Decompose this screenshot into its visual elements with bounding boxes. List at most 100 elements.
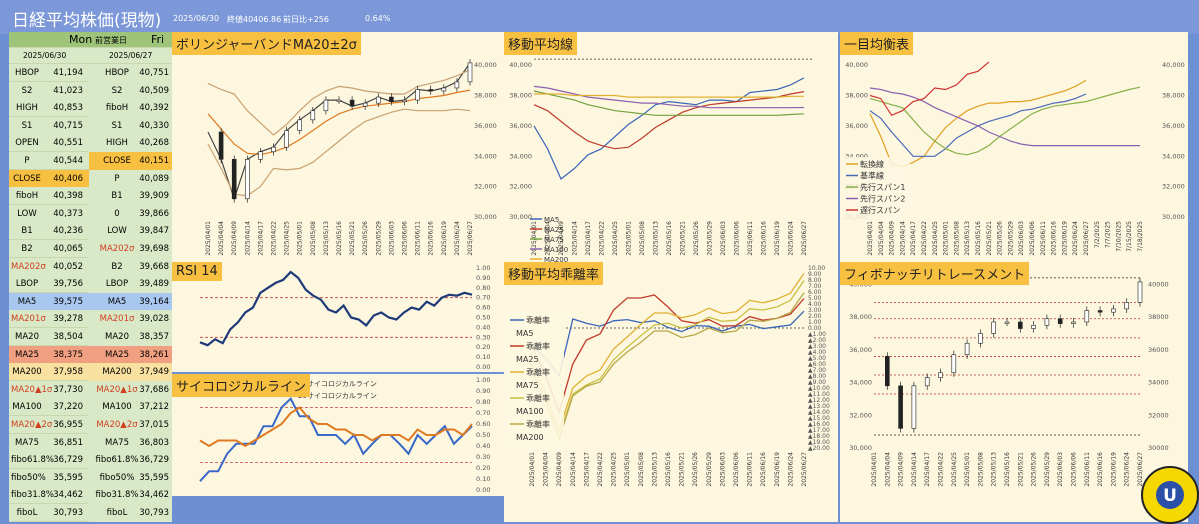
- row-value-a: 41,023: [53, 85, 83, 96]
- candle-body: [428, 89, 434, 92]
- y-tick-label: 0.70: [476, 409, 490, 417]
- row-key-b: MA202σ: [99, 244, 135, 254]
- x-tick-label: 2025/05/08: [639, 221, 646, 256]
- x-tick-label: 2025/05/26: [692, 452, 699, 487]
- x-tick-label: 2025/06/19: [774, 452, 781, 487]
- legend-label: MA100: [516, 407, 544, 416]
- row-value-b: 40,268: [139, 138, 169, 149]
- header-pct: 0.64%: [365, 14, 391, 23]
- y-tick-label: 1.00: [476, 376, 490, 384]
- x-tick-label: 2025/06/03: [1057, 452, 1064, 487]
- row-value-a: 40,052: [53, 261, 83, 272]
- row-key-a: MA202σ: [11, 261, 46, 272]
- x-tick-label: 2025/06/03: [719, 452, 726, 487]
- rsi-title: RSI 14: [172, 262, 222, 281]
- y-tick-label: ▲16.00: [808, 421, 830, 428]
- row-value-a: 40,065: [53, 244, 83, 254]
- row-value-a: 40,398: [53, 191, 83, 202]
- y-tick-label: 38,000: [509, 92, 532, 100]
- row-value-b: 34,462: [139, 490, 169, 501]
- row-value-b: 39,698: [139, 244, 169, 254]
- row-key-b: P: [114, 173, 120, 184]
- row-key-a: fibo61.8%: [11, 455, 54, 466]
- x-tick-label: 2025/05/29: [375, 221, 382, 256]
- row-value-a: 40,853: [53, 103, 83, 114]
- x-tick-label: 2025/04/01: [205, 221, 212, 256]
- y-tick-label: 34,000: [474, 152, 497, 160]
- row-b-bg: [89, 433, 172, 452]
- row-key-b: MA25: [105, 349, 129, 360]
- x-tick-label: 2025/05/21: [679, 452, 686, 487]
- row-key-a: B2: [21, 244, 33, 254]
- table-row: LBOP 39,756 LBOP 39,489: [9, 275, 172, 294]
- x-tick-label: 2025/06/24: [787, 452, 794, 487]
- legend-label: MA75: [516, 381, 539, 390]
- table-header-date: 2025/06/30 2025/06/27: [9, 48, 172, 64]
- row-key-a: MA201σ: [11, 314, 46, 325]
- y-tick-label: ▲20.00: [808, 445, 830, 452]
- candle-body: [1031, 324, 1036, 329]
- y-tick-label-right: 34,000: [1162, 152, 1185, 160]
- y-tick-label: 0.50: [476, 431, 490, 439]
- candle-body: [1057, 318, 1063, 324]
- row-value-b: 39,909: [139, 191, 169, 202]
- row-key-b: MA20: [105, 332, 129, 342]
- row-key-a: MA20▲1σ: [11, 384, 53, 395]
- row-b-bg: [89, 451, 172, 470]
- panel-kairi: 移動平均乖離率 10.00 9.00 8.00 7.00 6.00 5.00 4.00 3.0…: [504, 262, 838, 522]
- x-tick-label: 2025/04/14: [572, 221, 579, 256]
- x-tick-label: 2025/05/16: [665, 452, 672, 487]
- row-b-bg: [89, 240, 172, 258]
- row-key-a: MA200: [12, 367, 42, 378]
- x-tick-label: 2025/06/11: [747, 221, 754, 256]
- row-value-a: 36,729: [53, 455, 83, 466]
- row-value-a: 41,194: [53, 68, 83, 78]
- page-title: 日経平均株価(現物): [12, 11, 162, 31]
- candle-body: [924, 377, 930, 387]
- bollinger-chart: 30,000 32,000 34,000 36,000 38,000 40,000 2025…: [205, 59, 497, 256]
- y-tick-label: 36,000: [474, 122, 497, 130]
- x-tick-label: 2025/04/17: [585, 221, 592, 256]
- candle-body: [349, 99, 355, 107]
- x-tick-label: 2025/05/21: [986, 221, 993, 256]
- x-tick-label: 2025/05/01: [626, 221, 633, 256]
- table-row: fibo61.8% 36,729 fibo61.8% 36,729: [9, 451, 172, 470]
- x-tick-label: 2025/06/27: [801, 452, 808, 487]
- table-row: MA200 37,958 MA200 37,949: [9, 363, 172, 382]
- table-row: S1 40,715 S1 40,330: [9, 116, 172, 135]
- y-tick-label-right: 34000: [1148, 379, 1169, 387]
- x-tick-label: 2025/05/29: [1007, 221, 1014, 256]
- row-value-a: 36,851: [53, 437, 83, 448]
- y-tick-label: 40,000: [474, 61, 497, 69]
- x-tick-label: 2025/05/01: [964, 452, 971, 487]
- table-row: B2 40,065 MA202σ 39,698: [9, 240, 172, 258]
- y-tick-label: 36,000: [845, 122, 868, 130]
- date-a: 2025/06/30: [23, 51, 67, 60]
- candle-body: [284, 130, 289, 148]
- table-row: B1 40,236 LOW 39,847: [9, 222, 172, 241]
- date-b: 2025/06/27: [109, 51, 153, 60]
- x-tick-label: 2025/05/08: [310, 221, 317, 256]
- x-tick-label: 2025/06/06: [733, 452, 740, 487]
- legend-label: 先行スパン2: [860, 194, 906, 204]
- row-value-b: 35,595: [139, 472, 169, 483]
- series-MA75: [531, 273, 805, 432]
- y-tick-label: 0.90: [476, 274, 490, 282]
- table-row: P 40,544 CLOSE 40,151: [9, 152, 172, 170]
- candle-body: [898, 385, 903, 429]
- row-key-b: 0: [114, 208, 120, 219]
- y-tick-label: 0.20: [476, 343, 490, 351]
- x-tick-label: 2025/06/03: [388, 221, 395, 256]
- y-tick-label: 36,000: [509, 122, 532, 130]
- y-tick-label: 38,000: [849, 313, 872, 321]
- y-tick-label: 0.70: [476, 294, 490, 302]
- table-header-day: Mon 前営業日 Fri: [9, 32, 172, 48]
- x-tick-label: 2025/06/24: [1072, 221, 1079, 256]
- x-tick-label: 2025/04/25: [611, 452, 618, 487]
- row-key-b: fiboL: [106, 508, 128, 518]
- series-転換線: [869, 79, 1087, 168]
- x-tick-label: 2025/04/25: [932, 221, 939, 256]
- x-tick-label: 2025/05/26: [693, 221, 700, 256]
- row-key-a: fiboL: [16, 508, 38, 518]
- x-tick-label: 2025/06/27: [467, 221, 474, 256]
